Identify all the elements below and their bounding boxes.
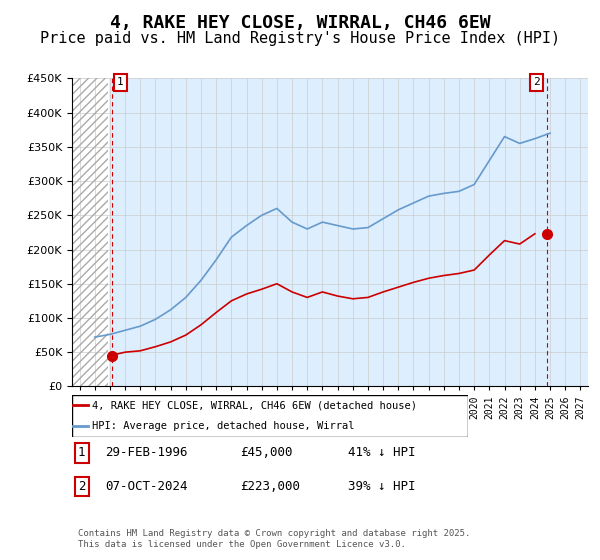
Text: HPI: Average price, detached house, Wirral: HPI: Average price, detached house, Wirr… (92, 421, 354, 431)
Text: 2: 2 (78, 480, 86, 493)
Text: 29-FEB-1996: 29-FEB-1996 (105, 446, 187, 459)
Text: 2: 2 (533, 77, 539, 87)
Text: 4, RAKE HEY CLOSE, WIRRAL, CH46 6EW: 4, RAKE HEY CLOSE, WIRRAL, CH46 6EW (110, 14, 490, 32)
Bar (72, 78, 109, 386)
Text: 07-OCT-2024: 07-OCT-2024 (105, 480, 187, 493)
FancyBboxPatch shape (72, 395, 468, 437)
Text: 39% ↓ HPI: 39% ↓ HPI (348, 480, 415, 493)
Text: Price paid vs. HM Land Registry's House Price Index (HPI): Price paid vs. HM Land Registry's House … (40, 31, 560, 46)
Text: 4, RAKE HEY CLOSE, WIRRAL, CH46 6EW (detached house): 4, RAKE HEY CLOSE, WIRRAL, CH46 6EW (det… (92, 400, 417, 410)
Text: £223,000: £223,000 (240, 480, 300, 493)
Bar (72, 78, 109, 386)
Text: £45,000: £45,000 (240, 446, 293, 459)
Text: 41% ↓ HPI: 41% ↓ HPI (348, 446, 415, 459)
Text: Contains HM Land Registry data © Crown copyright and database right 2025.
This d: Contains HM Land Registry data © Crown c… (78, 529, 470, 549)
Text: 1: 1 (117, 77, 124, 87)
Text: 1: 1 (78, 446, 86, 459)
